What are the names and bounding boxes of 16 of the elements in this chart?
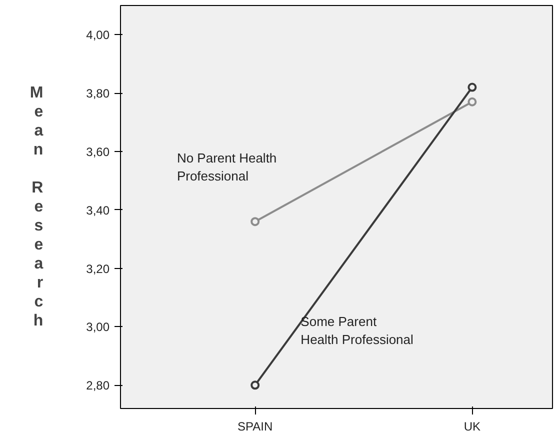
y-tick-label: 3,20	[86, 262, 110, 276]
text: Mean Research	[30, 84, 44, 330]
point	[468, 97, 477, 106]
x-tick-label: UK	[464, 420, 481, 434]
y-tick-label: 3,60	[86, 145, 110, 160]
y-tick-label: 3,40	[86, 203, 110, 218]
y-tick-label: 3,80	[86, 86, 110, 101]
point	[250, 217, 260, 226]
point	[250, 380, 260, 390]
y-tick-label: 3,00	[86, 320, 110, 334]
y-tick-label: 4,00	[86, 28, 110, 42]
y-tick-label: 2,80	[86, 378, 110, 393]
series-label: Some Parent Health Professional	[300, 314, 414, 348]
series-label: No Parent Health Professional	[176, 150, 277, 184]
x-tick-label: SPAIN	[238, 420, 273, 434]
point	[468, 82, 477, 92]
